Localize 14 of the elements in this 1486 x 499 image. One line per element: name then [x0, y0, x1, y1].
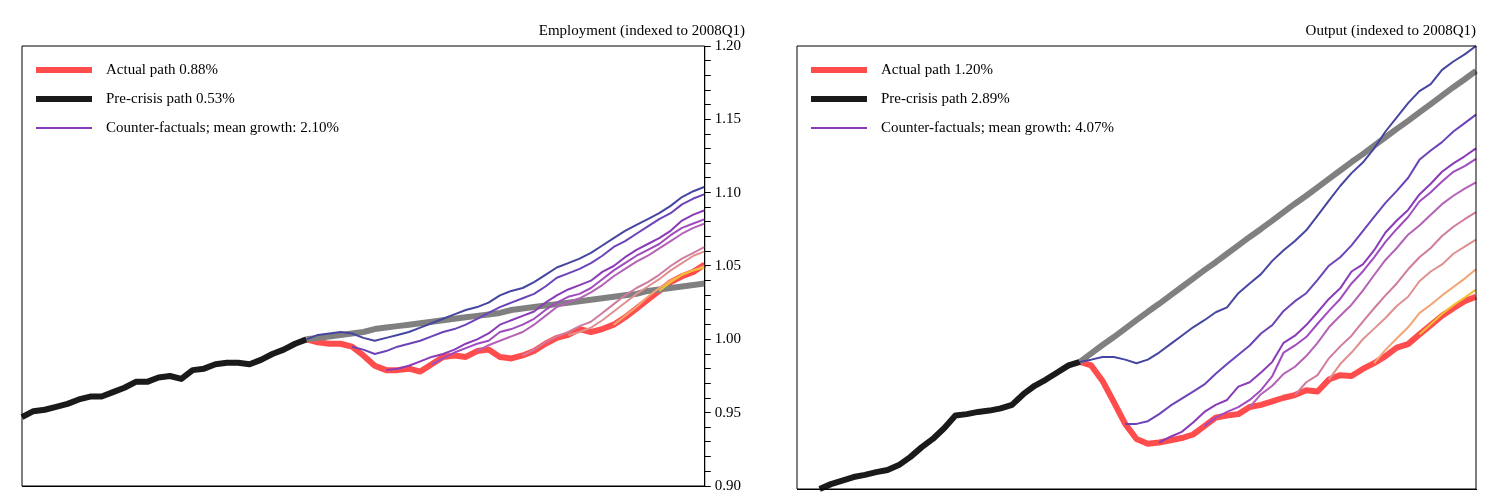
chart-title: Employment (indexed to 2008Q1)	[538, 21, 745, 39]
legend-label: Actual path 1.20%	[881, 60, 994, 77]
legend-label: Pre-crisis path 0.53%	[106, 89, 235, 106]
legend-label: Pre-crisis path 2.89%	[881, 89, 1010, 106]
legend-label: Counter-factuals; mean growth: 4.07%	[881, 118, 1114, 135]
legend-label: Counter-factuals; mean growth: 2.10%	[106, 118, 339, 135]
y-tick-label: 1.05	[714, 256, 741, 273]
y-tick-label: 0.90	[714, 476, 741, 493]
y-tick-label: 0.95	[714, 403, 741, 420]
legend-label: Actual path 0.88%	[106, 60, 219, 77]
y-tick-label: 1.10	[714, 183, 741, 200]
y-tick-label: 1.00	[714, 330, 741, 347]
chart-title: Output (indexed to 2008Q1)	[1305, 21, 1476, 39]
y-tick-label: 1.15	[714, 110, 741, 127]
